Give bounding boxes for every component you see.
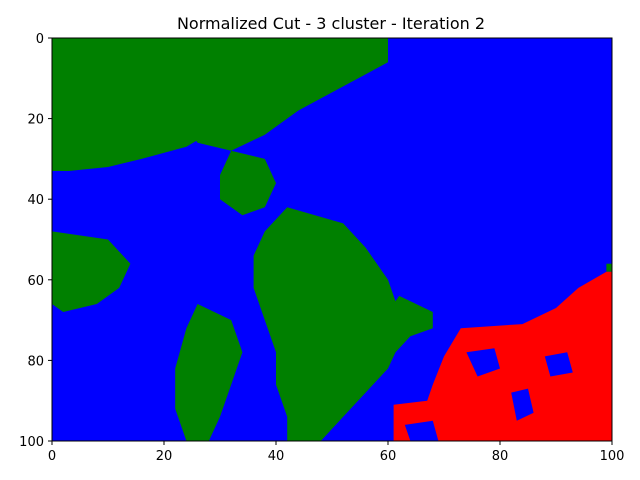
chart-title: Normalized Cut - 3 cluster - Iteration 2 (177, 14, 485, 33)
x-tick-label: 40 (268, 449, 285, 464)
y-tick-label: 60 (27, 274, 44, 289)
cluster-red-region-9 (393, 271, 612, 441)
y-tick-label: 40 (27, 193, 44, 208)
cluster-blue-region-11 (511, 388, 534, 421)
cluster-green-region-7 (175, 304, 243, 441)
cluster-green-region-5 (354, 295, 433, 377)
axes-frame (51, 37, 613, 442)
x-tick-label: 100 (600, 449, 625, 464)
cluster-blue-region-10 (466, 348, 500, 377)
cluster-green-region-2 (164, 38, 388, 151)
y-tick-label: 20 (27, 113, 44, 128)
cluster-green-region-4 (253, 207, 400, 441)
x-tick-label: 20 (156, 449, 173, 464)
y-axis: 0 20 40 60 80 100 (19, 32, 52, 450)
x-tick-label: 0 (48, 449, 56, 464)
y-tick-label: 0 (36, 32, 44, 47)
y-tick-label: 100 (19, 435, 44, 450)
y-tick-label: 80 (27, 354, 44, 369)
cluster-blue-region-12 (404, 420, 439, 441)
x-tick-label: 80 (492, 449, 509, 464)
plot-area (52, 38, 612, 441)
cluster-green-region-3 (220, 150, 276, 216)
cluster-blue-region-13 (544, 352, 573, 377)
cluster-green-region-8 (606, 263, 612, 272)
x-axis: 0 20 40 60 80 100 (48, 441, 625, 464)
x-tick-label: 60 (380, 449, 397, 464)
cluster-green-region-6 (52, 231, 131, 312)
